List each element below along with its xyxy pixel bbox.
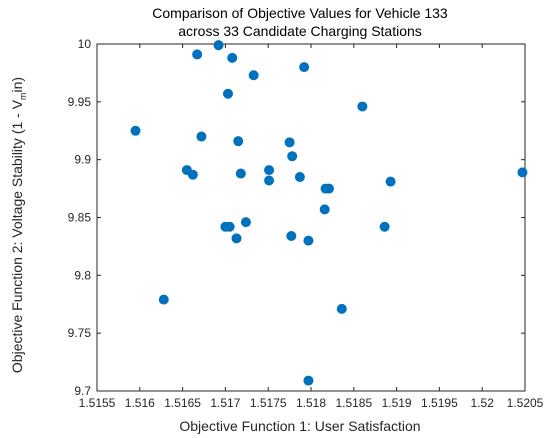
data-points: [130, 40, 528, 386]
x-axis-label: Objective Function 1: User Satisfaction: [179, 418, 420, 434]
data-point: [130, 125, 141, 136]
data-point: [264, 165, 275, 176]
y-tick-label: 9.95: [68, 95, 92, 109]
axes-box: [96, 43, 526, 392]
data-point: [379, 221, 390, 232]
y-axis-label: Objective Function 2: Voltage Stability …: [9, 77, 28, 373]
x-tick-label: 1.5195: [421, 396, 458, 410]
data-point: [233, 136, 244, 147]
y-tick-label: 9.85: [68, 211, 92, 225]
x-tick-label: 1.5165: [164, 396, 201, 410]
data-point: [227, 52, 238, 63]
x-tick-label: 1.517: [210, 396, 240, 410]
data-point: [222, 88, 233, 99]
x-tick-label: 1.5155: [79, 396, 116, 410]
y-tick-label: 10: [78, 37, 92, 51]
data-point: [517, 167, 528, 178]
data-point: [196, 131, 207, 142]
x-tick-label: 1.516: [125, 396, 155, 410]
plot-area: 1.5155 1.516 1.5165 1.517 1.5175 1.518 1.5185 1…: [68, 37, 544, 410]
chart-subtitle: across 33 Candidate Charging Stations: [178, 23, 422, 39]
data-point: [213, 40, 224, 51]
y-tick-label: 9.8: [74, 268, 91, 282]
y-tick-label: 9.7: [74, 384, 91, 398]
data-point: [248, 70, 259, 81]
data-point: [294, 172, 305, 183]
data-point: [323, 183, 334, 194]
data-point: [385, 176, 396, 187]
y-axis-label-subscript: m: [18, 92, 28, 100]
y-tick-label: 9.75: [68, 326, 92, 340]
y-tick-label: 9.9: [74, 153, 91, 167]
data-point: [336, 303, 347, 314]
x-tick-label: 1.5175: [250, 396, 287, 410]
x-axis-ticks: 1.5155 1.516 1.5165 1.517 1.5175 1.518 1.5185 1…: [79, 44, 544, 410]
x-tick-label: 1.5185: [335, 396, 372, 410]
y-axis-ticks: 9.7 9.75 9.8 9.85 9.9 9.95 10: [68, 37, 525, 398]
data-point: [286, 231, 297, 242]
data-point: [264, 175, 275, 186]
data-point: [303, 375, 314, 386]
data-point: [192, 49, 203, 60]
data-point: [319, 204, 330, 215]
data-point: [231, 233, 242, 244]
data-point: [287, 151, 298, 162]
data-point: [284, 137, 295, 148]
data-point: [240, 217, 251, 228]
y-axis-label-main: Objective Function 2: Voltage Stability …: [9, 99, 25, 373]
data-point: [303, 235, 314, 246]
x-tick-label: 1.52: [471, 396, 495, 410]
data-point: [158, 294, 169, 305]
data-point: [224, 221, 235, 232]
x-tick-label: 1.5205: [507, 396, 544, 410]
chart-title: Comparison of Objective Values for Vehic…: [152, 5, 448, 21]
data-point: [235, 168, 246, 179]
x-tick-label: 1.518: [296, 396, 326, 410]
data-point: [357, 101, 368, 112]
data-point: [187, 169, 198, 180]
data-point: [299, 62, 310, 73]
y-axis-label-tail: in): [9, 77, 25, 93]
x-tick-label: 1.519: [382, 396, 412, 410]
